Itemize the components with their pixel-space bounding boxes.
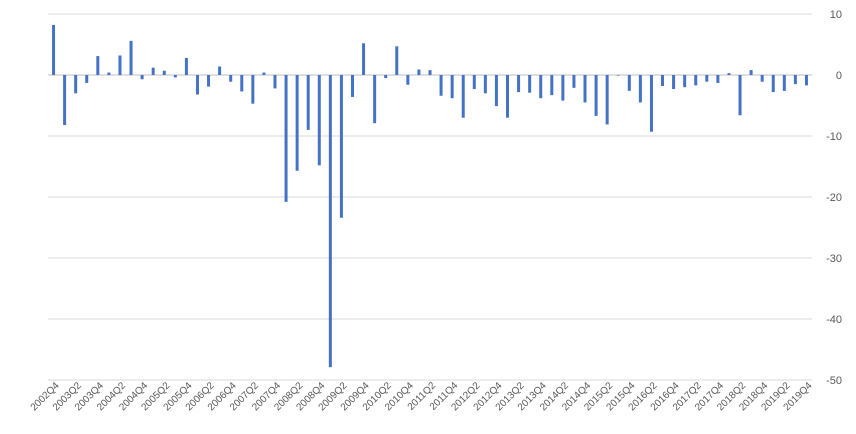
bar-2012q2 xyxy=(472,75,476,90)
bar-2014q3 xyxy=(572,75,576,88)
bar-2011q3 xyxy=(439,75,443,96)
bar-2014q4 xyxy=(583,75,587,103)
bars xyxy=(52,24,808,368)
y-axis-ticks: 10 0 -10 -20 -30 -40 -50 xyxy=(826,9,842,387)
bar-2013q1 xyxy=(506,75,510,118)
bar-2015q1 xyxy=(594,75,598,116)
bar-2009q1 xyxy=(328,75,332,368)
bar-2010q1 xyxy=(373,75,377,124)
bar-2008q3 xyxy=(306,75,310,130)
bar-2004q2 xyxy=(118,55,122,75)
bar-2009q3 xyxy=(350,75,354,97)
bar-2008q1 xyxy=(284,75,288,202)
x-axis-ticks: 2002Q42003Q22003Q42004Q22004Q42005Q22005… xyxy=(29,380,815,413)
bar-2017q4 xyxy=(716,75,720,83)
bar-2007q2 xyxy=(251,75,255,104)
y-tick-label: -40 xyxy=(826,314,842,326)
bar-2018q3 xyxy=(749,70,753,75)
bar-2017q3 xyxy=(705,75,709,82)
bar-2015q2 xyxy=(605,75,609,125)
bar-2012q4 xyxy=(494,75,498,107)
y-tick-label: 10 xyxy=(830,9,842,21)
bar-2009q4 xyxy=(362,43,366,75)
bar-2004q1 xyxy=(107,72,111,75)
bar-2015q4 xyxy=(627,75,631,91)
bar-2018q1 xyxy=(727,73,731,75)
bar-2014q1 xyxy=(550,75,554,96)
bar-2011q2 xyxy=(428,70,432,75)
bar-2013q3 xyxy=(528,75,532,93)
bar-2007q1 xyxy=(240,75,244,92)
bar-2005q3 xyxy=(173,75,177,78)
bar-2019q4 xyxy=(804,75,808,86)
bar-2005q2 xyxy=(162,70,166,75)
bar-2017q2 xyxy=(694,75,698,86)
y-tick-label: -10 xyxy=(826,131,842,143)
bar-2018q2 xyxy=(738,75,742,116)
bar-2010q2 xyxy=(384,75,388,79)
bar-2010q4 xyxy=(406,75,410,85)
bar-2006q2 xyxy=(207,75,211,87)
bar-2019q3 xyxy=(793,75,797,85)
bar-2003q2 xyxy=(74,75,78,94)
bar-2008q4 xyxy=(317,75,321,166)
bar-2017q1 xyxy=(683,75,687,88)
bar-2007q4 xyxy=(273,75,277,89)
bar-2015q3 xyxy=(616,75,620,76)
bar-2013q2 xyxy=(517,75,521,93)
bar-2019q2 xyxy=(782,75,786,91)
bar-2004q3 xyxy=(129,40,133,75)
bar-2011q4 xyxy=(450,75,454,99)
bar-2016q1 xyxy=(638,75,642,103)
bar-2005q4 xyxy=(184,57,188,75)
bar-2016q3 xyxy=(661,75,665,86)
bar-2018q4 xyxy=(760,75,764,82)
y-tick-label: -20 xyxy=(826,192,842,204)
bar-2012q1 xyxy=(461,75,465,118)
bar-2002q4 xyxy=(52,24,56,75)
bar-2008q2 xyxy=(295,75,299,171)
bar-2014q2 xyxy=(561,75,565,101)
y-tick-label: -50 xyxy=(826,375,842,387)
bar-2006q3 xyxy=(218,66,222,75)
y-tick-label: 0 xyxy=(836,70,842,82)
bar-2005q1 xyxy=(151,67,155,75)
bar-2012q3 xyxy=(483,75,487,94)
bar-2004q4 xyxy=(140,75,144,80)
bar-2010q3 xyxy=(395,46,399,75)
bar-2007q3 xyxy=(262,72,266,75)
bar-2016q4 xyxy=(672,75,676,90)
bar-2003q1 xyxy=(63,75,67,126)
bar-2003q4 xyxy=(96,56,100,75)
bar-2013q4 xyxy=(539,75,543,99)
gridlines xyxy=(48,13,812,381)
bar-2006q4 xyxy=(229,75,233,82)
bar-2011q1 xyxy=(417,69,421,75)
y-tick-label: -30 xyxy=(826,253,842,265)
bar-2019q1 xyxy=(771,75,775,93)
bar-2006q1 xyxy=(195,75,199,95)
bar-2009q2 xyxy=(339,75,343,218)
bar-2016q2 xyxy=(649,75,653,132)
bar-2003q3 xyxy=(85,75,89,83)
